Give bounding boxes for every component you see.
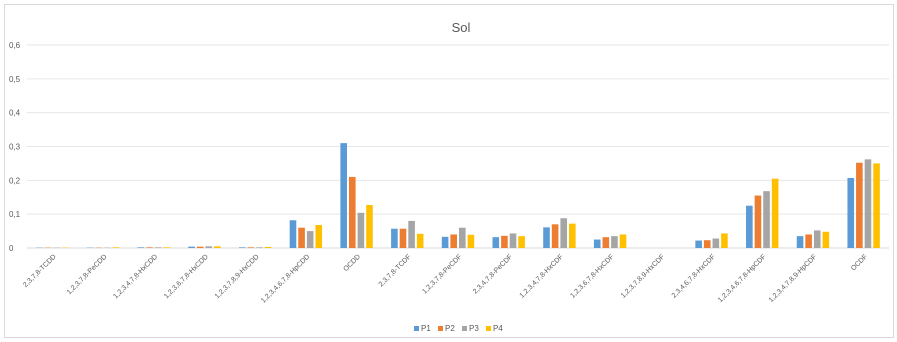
legend-label-p2: P2 (445, 324, 455, 333)
bar-p1 (796, 236, 804, 248)
bar-p1 (340, 143, 347, 248)
bar-p1 (847, 177, 855, 248)
bar-p4 (569, 223, 576, 248)
y-tick-label: 0 (9, 244, 14, 253)
x-tick-label: 1,2,3,4,6,7,8-HpCDF (717, 253, 768, 304)
x-tick-label: 1,2,3,7,8,9-HxCDD (214, 253, 261, 300)
y-axis: 0 0,1 0,2 0,3 0,4 0,5 0,6 (9, 41, 21, 253)
y-tick-label: 0,5 (9, 75, 21, 84)
bar-p2 (348, 176, 356, 248)
chart-area: Sol 0 0,1 0,2 0,3 0,4 0,5 0,6 2,3,7,8-TCDD 1,2,… (4, 4, 894, 338)
bar-p2 (450, 234, 457, 248)
bar-p2 (298, 227, 305, 248)
bar-p1 (391, 228, 398, 248)
bar-p4 (771, 178, 779, 248)
bar-p2 (602, 237, 610, 248)
bar-p1 (238, 247, 246, 248)
x-tick-label: OCDD (342, 253, 362, 273)
x-tick-label: 1,2,3,6,7,8-HxCDF (569, 253, 615, 299)
x-tick-label: 1,2,3,4,7,8-HxCDF (519, 253, 565, 299)
legend-swatch-p4 (486, 326, 491, 331)
bar-p4 (315, 224, 323, 248)
bar-p1 (746, 205, 753, 248)
bar-p1 (441, 236, 449, 248)
bar-p3 (154, 247, 162, 248)
bar-p3 (509, 233, 517, 248)
bar-p3 (306, 231, 314, 248)
x-tick-label: 1,2,3,4,6,7,8-HpCDD (260, 253, 311, 304)
legend-label-p1: P1 (421, 324, 431, 333)
bar-p2 (196, 246, 204, 248)
x-tick-label: 1,2,3,6,7,8-HxCDD (163, 253, 210, 300)
bar-p4 (518, 236, 525, 248)
bar-p2 (551, 224, 559, 248)
bar-p4 (873, 163, 880, 248)
x-tick-label: 2,3,4,6,7,8-HxCDF (671, 253, 717, 299)
x-tick-label: 2,3,4,7,8-PeCDF (472, 253, 514, 295)
legend: P1 P2 P3 P4 (414, 324, 503, 333)
chart-title: Sol (452, 20, 471, 35)
bar-p2 (856, 162, 863, 248)
legend-label-p4: P4 (493, 324, 503, 333)
bar-p4 (366, 205, 373, 248)
bar-p3 (357, 212, 365, 248)
x-tick-label: 2,3,7,8-TCDF (378, 253, 413, 288)
gridlines (27, 44, 889, 249)
bar-p2 (247, 247, 255, 248)
bar-p3 (611, 236, 618, 248)
bar-p1 (543, 227, 550, 248)
bar-p4 (214, 246, 221, 248)
bar-p4 (416, 233, 424, 248)
bar-p3 (813, 230, 821, 248)
bar-p1 (289, 220, 297, 248)
x-tick-label: 1,2,3,4,7,8,9-HpCDF (768, 253, 819, 304)
x-axis: 2,3,7,8-TCDD 1,2,3,7,8-PeCDD 1,2,3,4,7,8-H… (22, 253, 869, 304)
bar-p4 (822, 231, 830, 248)
x-tick-label: 1,2,3,7,8-PeCDD (66, 253, 109, 296)
x-tick-label: OCDF (850, 253, 869, 272)
bar-p1 (593, 239, 601, 248)
bar-p3 (408, 220, 415, 248)
chart-svg: Sol 0 0,1 0,2 0,3 0,4 0,5 0,6 2,3,7,8-TCDD 1,2,… (9, 20, 889, 333)
x-tick-label: 1,2,3,7,8-PeCDF (421, 253, 463, 295)
legend-swatch-p1 (414, 326, 419, 331)
bar-p2 (501, 235, 508, 248)
bar-p4 (467, 234, 475, 248)
y-tick-label: 0,2 (9, 176, 21, 185)
bar-p2 (146, 247, 153, 248)
bar-p1 (137, 247, 145, 248)
bar-p1 (188, 246, 195, 248)
bar-p3 (459, 227, 466, 248)
x-tick-label: 2,3,7,8-TCDD (22, 253, 57, 288)
x-tick-label: 1,2,3,4,7,8-HxCDD (112, 253, 159, 300)
bar-p4 (721, 233, 728, 248)
bar-p2 (703, 240, 711, 248)
bar-p4 (264, 246, 272, 248)
bar-p4 (619, 234, 627, 248)
bar-p1 (695, 240, 702, 248)
bar-p3 (560, 218, 568, 248)
bar-p3 (205, 246, 213, 248)
bar-p3 (864, 159, 872, 248)
bars (36, 143, 880, 248)
y-tick-label: 0,4 (9, 109, 21, 118)
bar-p4 (112, 247, 120, 248)
y-tick-label: 0,6 (9, 41, 21, 50)
bar-p2 (805, 234, 812, 248)
legend-label-p3: P3 (469, 324, 479, 333)
bar-p3 (256, 247, 263, 248)
legend-swatch-p3 (462, 326, 467, 331)
y-tick-label: 0,1 (9, 210, 21, 219)
bar-p3 (712, 238, 720, 248)
bar-p2 (399, 228, 407, 248)
y-tick-label: 0,3 (9, 143, 21, 152)
legend-swatch-p2 (438, 326, 443, 331)
bar-p1 (492, 237, 500, 248)
bar-p2 (754, 195, 762, 248)
bar-p4 (163, 247, 170, 248)
bar-p3 (763, 191, 770, 248)
x-tick-label: 1,2,3,7,8,9-HxCDF (620, 253, 666, 299)
